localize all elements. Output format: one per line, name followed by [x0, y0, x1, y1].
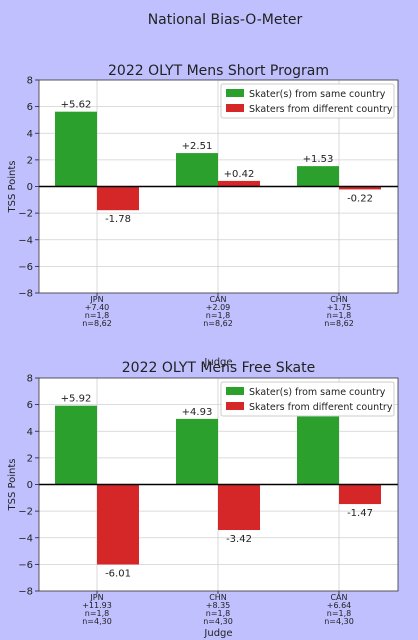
legend-box	[220, 381, 395, 417]
y-tick-label: 6	[27, 400, 33, 411]
x-tick-detail: n=8,62	[324, 319, 354, 328]
x-tick-detail: n=4,30	[82, 617, 112, 626]
chart-title: 2022 OLYT Mens Short Program	[108, 63, 329, 79]
x-tick-detail: n=1,8	[85, 609, 110, 618]
bar-value-label: -1.47	[347, 508, 373, 519]
legend-box	[220, 83, 395, 119]
bar-value-label: -0.22	[347, 193, 373, 204]
legend-swatch	[226, 104, 244, 112]
y-tick-label: −6	[18, 262, 33, 273]
x-tick-label: JPN	[89, 593, 103, 602]
x-tick-detail: n=8,62	[203, 319, 233, 328]
plot-frame	[38, 79, 399, 294]
x-tick-label: CAN	[330, 593, 347, 602]
y-axis-label: TSS Points	[7, 458, 18, 511]
legend-label: Skaters from different country	[249, 104, 393, 115]
bar-same-country	[297, 166, 339, 187]
x-tick-detail: n=4,30	[324, 617, 354, 626]
bar-same-country	[176, 418, 218, 485]
bar-value-label: -6.01	[105, 569, 131, 580]
bar-value-label: -1.78	[105, 214, 131, 225]
x-tick-label: JPN	[89, 295, 103, 304]
legend-label: Skaters from different country	[249, 402, 393, 413]
y-tick-label: −8	[18, 587, 33, 598]
y-tick-label: −6	[18, 560, 33, 571]
x-tick-detail: n=1,8	[85, 311, 110, 320]
x-tick-detail: n=8,62	[82, 319, 112, 328]
legend-label: Skater(s) from same country	[249, 387, 386, 398]
bar-same-country	[297, 415, 339, 485]
x-tick-detail: n=4,30	[203, 617, 233, 626]
figure-title: National Bias-O-Meter	[148, 12, 303, 28]
y-tick-label: 4	[27, 427, 33, 438]
x-axis-label: Judge	[203, 628, 232, 639]
bar-different-country	[339, 484, 381, 505]
chart-short-program: 8 6 4 2 0 −2 −4 −6 −8 +5.62 +2.51 +1.53 -1.78 +0.42 -0…	[7, 63, 399, 368]
plot-frame	[38, 377, 399, 592]
y-axis-label: TSS Points	[7, 160, 18, 213]
bar-value-label: +2.51	[182, 141, 213, 152]
y-tick-label: −2	[18, 507, 33, 518]
bar-value-label: +5.92	[61, 394, 92, 405]
bar-different-country	[97, 186, 139, 211]
x-axis-label: Judge	[203, 357, 232, 368]
chart-title: 2022 OLYT Mens Free Skate	[122, 360, 316, 376]
y-tick-label: 2	[27, 453, 33, 464]
chart-free-skate: 8 6 4 2 0 −2 −4 −6 −8 +5.92 +4.93 -6.01 -3.42 -1.47 JP…	[7, 360, 399, 639]
bar-different-country	[218, 180, 260, 187]
y-tick-label: −2	[18, 209, 33, 220]
bar-value-label: -3.42	[226, 534, 252, 545]
x-tick-detail: +11.93	[82, 601, 112, 610]
legend-label: Skater(s) from same country	[249, 89, 386, 100]
bar-different-country	[218, 484, 260, 531]
bar-same-country	[176, 153, 218, 187]
x-tick-detail: +7.40	[85, 303, 110, 312]
x-tick-detail: +1.75	[327, 303, 352, 312]
x-tick-detail: +8.35	[206, 601, 231, 610]
y-tick-label: 0	[27, 182, 33, 193]
y-tick-label: 0	[27, 480, 33, 491]
bar-value-label: +4.93	[182, 407, 213, 418]
x-tick-detail: n=1,8	[206, 609, 231, 618]
bar-different-country	[339, 186, 381, 190]
bar-value-label: +1.53	[303, 154, 334, 165]
y-tick-label: 8	[27, 374, 33, 385]
legend-swatch	[226, 89, 244, 97]
y-tick-label: −8	[18, 289, 33, 300]
bar-value-label: +0.42	[224, 169, 255, 180]
y-tick-label: −4	[18, 533, 33, 544]
bar-value-label: +5.62	[61, 100, 92, 111]
x-tick-detail: n=1,8	[206, 311, 231, 320]
bar-same-country	[55, 405, 97, 485]
bar-same-country	[55, 111, 97, 187]
y-tick-label: −4	[18, 235, 33, 246]
bar-different-country	[97, 484, 139, 565]
x-tick-label: CHN	[330, 295, 348, 304]
y-tick-label: 8	[27, 76, 33, 87]
legend-swatch	[226, 387, 244, 395]
x-tick-detail: n=1,8	[327, 609, 352, 618]
x-tick-label: CHN	[209, 593, 227, 602]
y-tick-label: 6	[27, 102, 33, 113]
x-tick-detail: +2.09	[206, 303, 231, 312]
x-tick-detail: n=1,8	[327, 311, 352, 320]
legend-swatch	[226, 402, 244, 410]
y-tick-label: 2	[27, 155, 33, 166]
x-tick-detail: +6.64	[327, 601, 352, 610]
x-tick-label: CAN	[209, 295, 226, 304]
y-tick-label: 4	[27, 129, 33, 140]
